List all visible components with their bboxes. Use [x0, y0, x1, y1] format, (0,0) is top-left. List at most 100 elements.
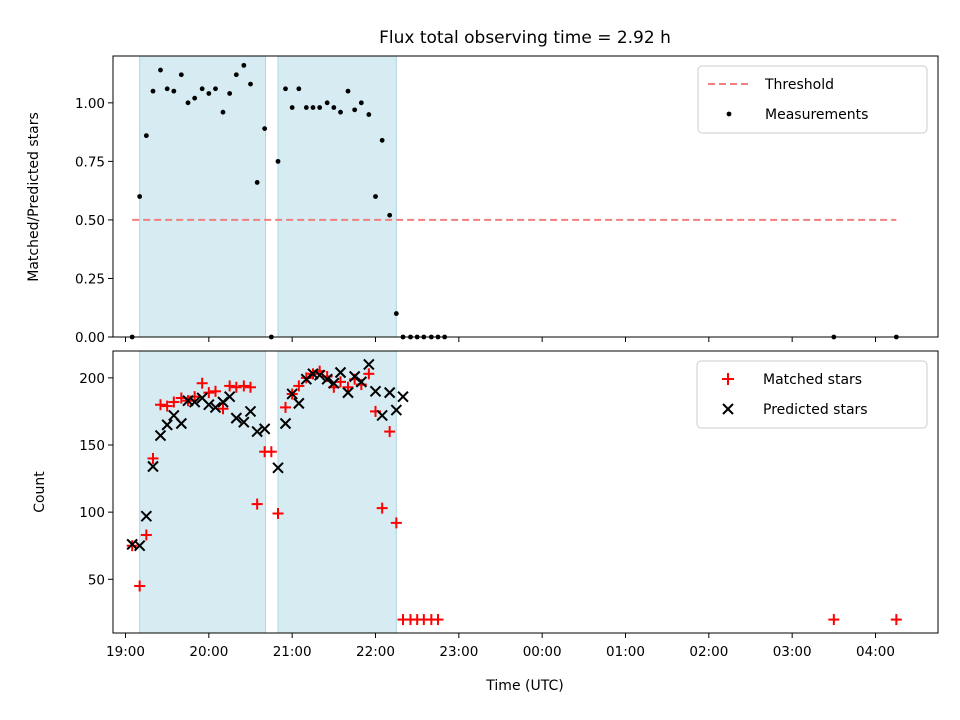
bottom-legend-box	[696, 360, 928, 429]
legend-matched-swatch	[722, 373, 734, 385]
measurement-point	[227, 91, 233, 96]
y-tick-label: 200	[79, 371, 105, 387]
matched-star-point	[335, 376, 346, 388]
predicted-star-point	[363, 358, 375, 371]
matched-star-point	[245, 381, 256, 393]
observing-window-1	[139, 350, 267, 634]
matched-star-point	[390, 517, 402, 529]
matched-star-point	[363, 368, 375, 380]
measurement-point	[248, 81, 253, 87]
y-tick-label: 0.00	[75, 330, 105, 346]
measurement-point	[345, 88, 351, 94]
matched-star-point	[155, 399, 166, 411]
measurement-point	[185, 100, 191, 106]
y-tick-label: 0.50	[75, 213, 105, 229]
predicted-star-point	[293, 397, 305, 410]
measurement-point	[143, 133, 149, 139]
predicted-star-point	[154, 429, 167, 442]
legend-measurements-swatch	[726, 111, 732, 117]
measurement-point	[373, 194, 378, 199]
matched-star-point	[890, 614, 902, 626]
x-tick-label: 19:00	[106, 644, 145, 660]
measurement-point	[262, 126, 268, 131]
measurement-point	[199, 86, 205, 92]
observing-window-1	[139, 55, 267, 338]
measurement-point	[137, 194, 143, 199]
top-y-ticks: 0.00 0.25 0.50 0.75 1.00	[75, 96, 113, 346]
top-x-ticks	[125, 337, 876, 342]
observing-window-2	[277, 55, 397, 338]
x-tick-label: 21:00	[273, 644, 312, 660]
predicted-star-point	[188, 396, 201, 408]
predicted-star-point	[313, 369, 326, 381]
matched-star-point	[134, 580, 146, 592]
predicted-star-point	[203, 399, 215, 411]
measurement-point	[352, 107, 358, 113]
matched-star-point	[376, 502, 388, 514]
x-tick-label: 04:00	[856, 644, 895, 660]
top-legend: Threshold Measurements	[697, 65, 928, 134]
predicted-star-point	[140, 510, 153, 522]
matched-star-point	[210, 385, 221, 397]
predicted-star-point	[334, 366, 347, 379]
x-axis-label: Time (UTC)	[485, 678, 563, 694]
predicted-star-point	[286, 388, 298, 400]
measurement-point	[296, 86, 302, 92]
predicted-star-point	[238, 416, 250, 428]
matched-star-point	[251, 498, 263, 510]
bottom-axes-frame	[112, 350, 939, 634]
predicted-star-point	[397, 390, 409, 403]
matched-star-point	[230, 381, 242, 393]
matched-star-point	[384, 426, 396, 438]
legend-predicted-swatch	[722, 403, 734, 415]
measurement-point	[164, 86, 170, 92]
predicted-star-point	[133, 540, 146, 552]
matched-star-point	[217, 403, 229, 415]
legend-matched-label: Matched stars	[763, 372, 862, 388]
predicted-star-point	[147, 460, 159, 473]
x-tick-label: 02:00	[689, 644, 728, 660]
predicted-star-point	[175, 417, 188, 430]
predicted-star-point	[251, 425, 263, 438]
top-legend-box	[697, 65, 928, 134]
bottom-legend: Matched stars Predicted stars	[696, 360, 928, 429]
measurement-point	[158, 67, 163, 73]
measurement-point	[324, 100, 330, 106]
y-tick-label: 150	[79, 438, 105, 454]
x-tick-label: 22:00	[356, 644, 395, 660]
predicted-star-point	[258, 423, 271, 435]
measurement-point	[303, 105, 309, 110]
matched-star-point	[280, 401, 291, 413]
measurement-point	[289, 105, 295, 110]
x-tick-label: 00:00	[523, 644, 562, 660]
y-tick-label: 50	[88, 572, 105, 588]
observing-window-2	[277, 350, 397, 634]
measurement-point	[379, 137, 385, 143]
matched-star-point	[168, 396, 180, 408]
top-axes-frame	[112, 55, 939, 338]
measurement-point	[366, 112, 372, 117]
predicted-star-point	[342, 386, 354, 399]
measurement-point	[206, 91, 212, 96]
top-panel: 0.00 0.25 0.50 0.75 1.00 Matched/Predicted s…	[26, 55, 939, 346]
matched-star-point	[432, 614, 444, 626]
measurement-point	[171, 88, 177, 94]
measurement-point	[220, 109, 226, 115]
predicted-star-point	[321, 373, 333, 385]
matched-star-point	[272, 507, 284, 519]
matched-star-point	[203, 387, 215, 399]
measurement-point	[178, 72, 184, 78]
matched-star-point	[828, 614, 840, 626]
matched-star-point	[224, 380, 236, 392]
predicted-stars-points	[126, 358, 409, 552]
predicted-star-point	[272, 462, 284, 474]
measurement-point	[387, 212, 393, 218]
measurement-point	[241, 62, 247, 68]
measurement-point	[317, 105, 323, 110]
predicted-star-point	[209, 401, 222, 414]
predicted-star-point	[328, 377, 340, 389]
bottom-y-ticks: 50 100 150 200	[79, 371, 113, 588]
matched-star-point	[196, 377, 208, 389]
y-tick-label: 1.00	[75, 96, 105, 112]
y-tick-label: 0.25	[75, 271, 105, 287]
